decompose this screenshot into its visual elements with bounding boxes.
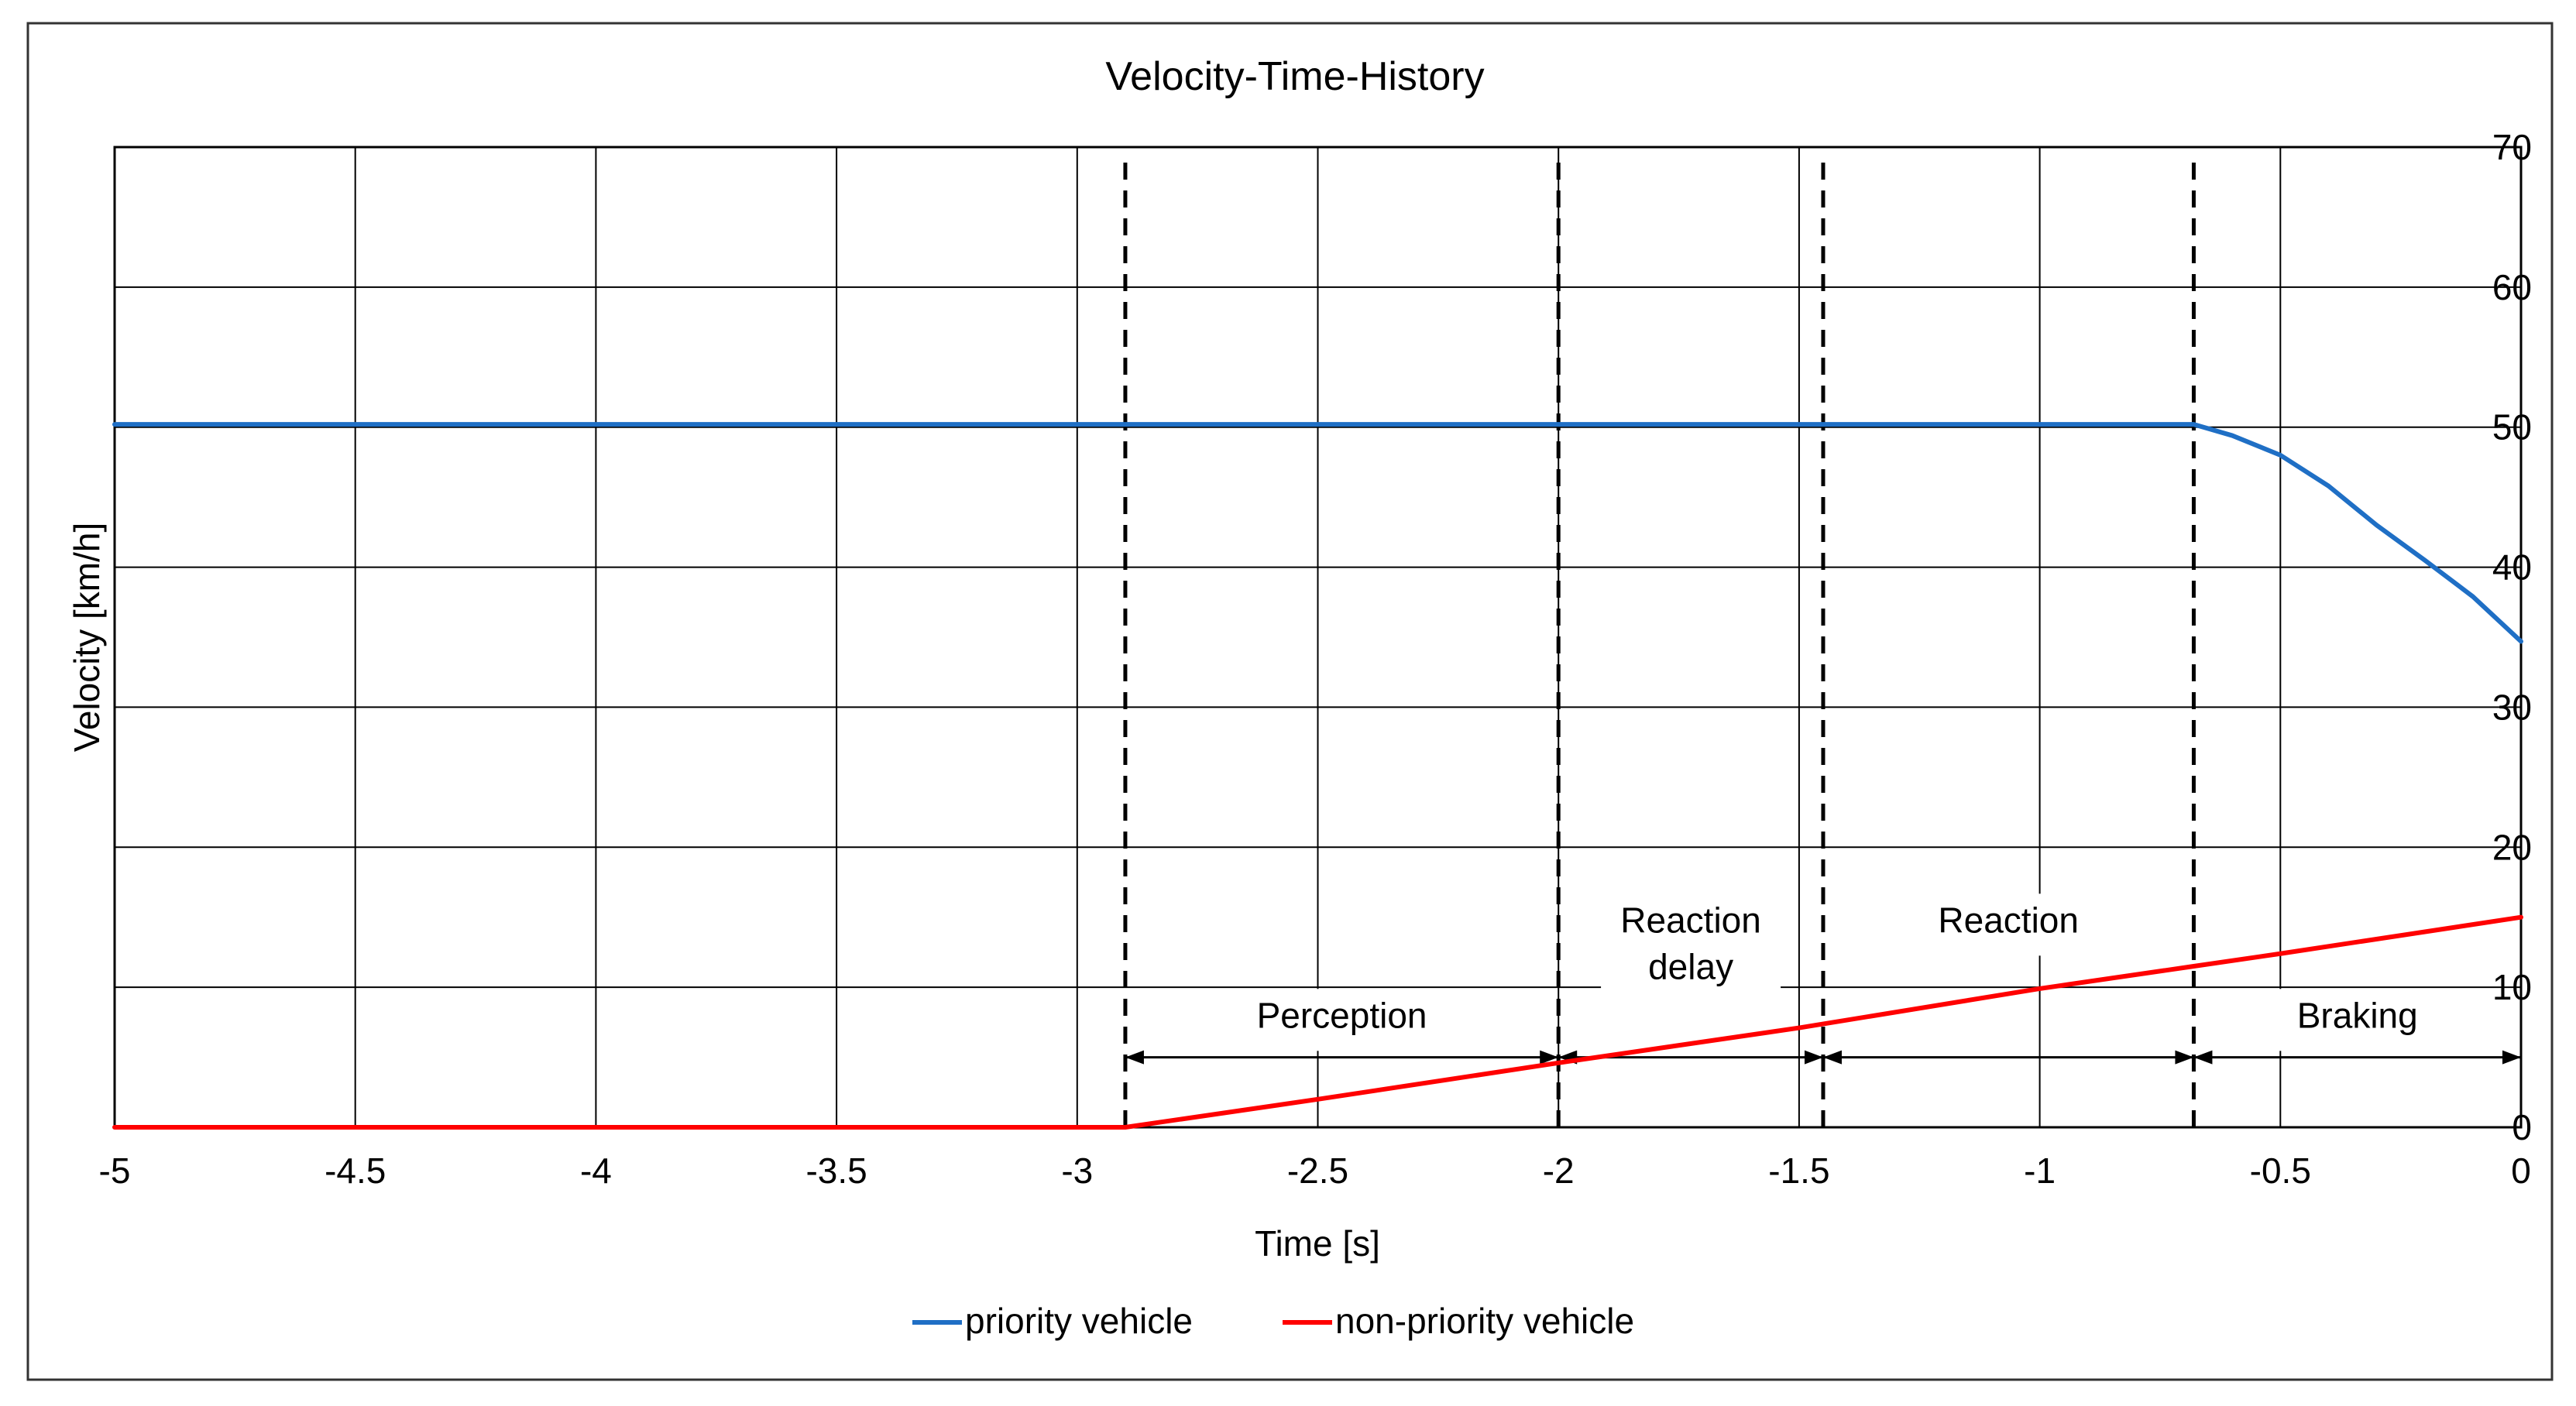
tick-label-layer: -5 -4.5 -4 -3.5 -3 -2.5 -2 -1.5 -1 -0.5 00 10 20 30 40… — [99, 127, 2532, 1191]
y-tick-label: 30 — [2492, 687, 2532, 727]
x-tick-label: -1.5 — [1768, 1151, 1829, 1191]
y-tick-label: 10 — [2492, 967, 2532, 1007]
x-tick-label: -4.5 — [325, 1151, 386, 1191]
y-tick-label: 70 — [2492, 127, 2532, 167]
x-tick-label: -3 — [1061, 1151, 1093, 1191]
phase-label: delay — [1648, 946, 1733, 986]
phase-label-background — [1601, 893, 1781, 1003]
phase-label-background — [2276, 989, 2438, 1051]
x-tick-label: -2.5 — [1287, 1151, 1348, 1191]
series-priority-vehicle-line — [112, 422, 2523, 644]
x-tick-label: -5 — [99, 1151, 131, 1191]
x-tick-label: -4 — [580, 1151, 612, 1191]
phase-arrow-head-right — [2175, 1050, 2194, 1065]
y-tick-label: 40 — [2492, 547, 2532, 588]
phase-label: Reaction — [1620, 900, 1761, 940]
legend-label: non-priority vehicle — [1335, 1301, 1634, 1341]
phase-arrow-head-right — [2502, 1050, 2521, 1065]
x-tick-label: -3.5 — [805, 1151, 867, 1191]
legend-label: priority vehicle — [965, 1301, 1193, 1341]
chart-title: Velocity-Time-History — [1105, 54, 1484, 99]
x-axis-label: Time [s] — [1255, 1223, 1380, 1264]
y-axis-label: Velocity [km/h] — [67, 523, 107, 753]
chart-frame — [26, 22, 2554, 1381]
x-tick-label: 0 — [2511, 1151, 2531, 1191]
series-layer — [112, 422, 2523, 1130]
x-tick-label: -2 — [1543, 1151, 1575, 1191]
y-tick-label: 50 — [2492, 407, 2532, 448]
phase-arrow-head-left — [2193, 1050, 2213, 1065]
phase-arrow-head-right — [1540, 1050, 1559, 1065]
phase-arrow-head-left — [1125, 1050, 1144, 1065]
y-tick-label: 20 — [2492, 827, 2532, 867]
x-tick-label: -1 — [2024, 1151, 2056, 1191]
phase-arrow-head-left — [1822, 1050, 1842, 1065]
phase-label: Perception — [1257, 995, 1427, 1035]
series-non-priority-vehicle-line — [112, 914, 2523, 1130]
phase-layer: Perception Reaction delay Reaction Braking — [1123, 163, 2521, 1127]
phase-label-background — [1918, 893, 2099, 956]
phase-label-background — [1233, 989, 1451, 1051]
phase-label: Braking — [2297, 995, 2418, 1035]
phase-arrow-head-right — [1804, 1050, 1823, 1065]
y-tick-label: 60 — [2492, 267, 2532, 307]
x-tick-label: -0.5 — [2250, 1151, 2311, 1191]
phase-label: Reaction — [1938, 900, 2079, 940]
y-tick-label: 0 — [2512, 1107, 2532, 1147]
legend: priority vehicle non-priority vehicle — [912, 1301, 1634, 1341]
